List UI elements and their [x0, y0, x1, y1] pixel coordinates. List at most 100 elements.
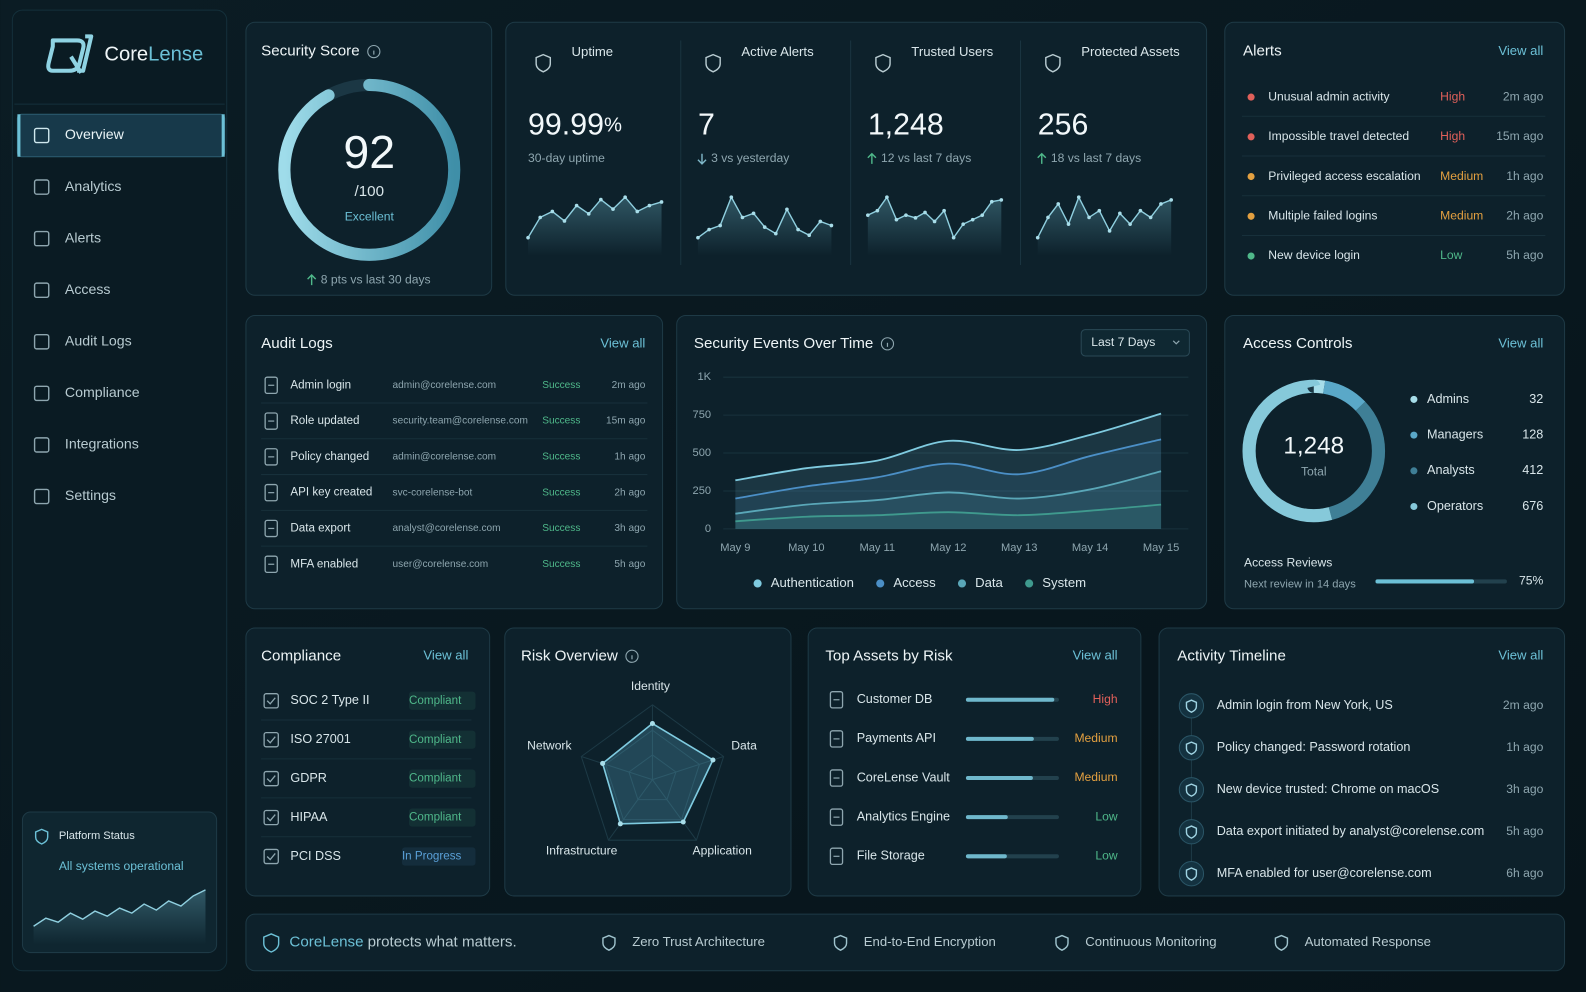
nav-icon [33, 282, 50, 299]
series-area [735, 439, 1162, 529]
sparkline-point [1066, 222, 1071, 226]
kpi-label: Protected Assets [1081, 44, 1180, 59]
alert-time: 1h ago [1506, 169, 1543, 183]
donut-segment [1242, 379, 1386, 523]
sparkline-point [894, 217, 899, 222]
series-line [735, 412, 1162, 482]
sparkline-point [751, 211, 756, 216]
audit-user: user@corelense.com [393, 559, 489, 570]
sparkline [1037, 195, 1172, 238]
activity-text: New device trusted: Chrome on macOS [1217, 782, 1439, 796]
range-selector-label[interactable]: Last 7 Days [1091, 335, 1155, 349]
nav-item[interactable]: Access [65, 281, 111, 297]
sparkline-point [773, 231, 778, 236]
radar-axis-label: Infrastructure [546, 844, 618, 858]
sparkline-point [866, 213, 870, 217]
radar-axis-label: Data [731, 738, 757, 752]
nav-item[interactable]: Audit Logs [65, 333, 132, 349]
shield-icon [1185, 783, 1198, 797]
radar-grid [604, 729, 701, 821]
info-icon [367, 44, 381, 59]
x-tick-label: May 13 [1001, 542, 1037, 554]
audit-action: API key created [290, 486, 372, 499]
status-badge [409, 769, 476, 788]
view-all-link[interactable]: View all [1073, 648, 1118, 663]
sparkline-point [818, 219, 823, 224]
card [504, 627, 792, 897]
view-all-link[interactable]: View all [1498, 335, 1543, 350]
platform-status-text: All systems operational [59, 859, 184, 873]
sparkline-point [635, 209, 640, 214]
doc-icon [264, 448, 278, 466]
legend-dot [1025, 579, 1034, 588]
logo-lense: Lense [148, 44, 203, 66]
compliance-name: PCI DSS [290, 849, 341, 863]
series-area [735, 471, 1162, 529]
nav-icon [33, 230, 50, 247]
view-all-link[interactable]: View all [600, 335, 645, 350]
alert-severity: High [1440, 89, 1465, 103]
x-tick-label: May 11 [859, 542, 895, 554]
radar-spoke [652, 779, 697, 841]
card [676, 314, 1208, 610]
activity-text: Data export initiated by analyst@corelen… [1217, 824, 1485, 838]
nav-item[interactable]: Alerts [65, 229, 101, 245]
audit-status: Success [542, 487, 580, 498]
sparkline-point [562, 219, 567, 223]
doc-icon [829, 769, 844, 787]
card [1224, 21, 1566, 296]
compliance-status: Compliant [409, 811, 462, 824]
footer-tagline: protects what matters. [368, 933, 517, 950]
view-all-link[interactable]: View all [1498, 648, 1543, 663]
alert-severity: High [1440, 129, 1465, 143]
reviews-next: Next review in 14 days [1244, 578, 1356, 590]
card-title: Audit Logs [261, 335, 333, 352]
timeline-node [1178, 861, 1205, 887]
risk-bar [965, 854, 1007, 859]
legend-dot [1410, 467, 1418, 475]
sparkline-point [875, 208, 880, 213]
status-badge [409, 808, 476, 827]
sparkline-point [740, 215, 745, 220]
asset-name: Analytics Engine [857, 810, 950, 824]
sparkline-point [1076, 195, 1081, 200]
severity-dot [1247, 173, 1255, 181]
check-icon [263, 809, 279, 826]
audit-user: analyst@corelense.com [393, 523, 501, 534]
donut-segment [1242, 379, 1386, 523]
kpi-value: 7 [698, 108, 715, 141]
nav-item[interactable]: Compliance [65, 384, 140, 400]
kpi-number: 256 [1038, 108, 1089, 141]
risk-bar [965, 697, 1055, 702]
nav-item[interactable]: Overview [65, 126, 125, 142]
series-area [735, 413, 1162, 529]
nav-item[interactable]: Analytics [65, 178, 122, 194]
y-tick-label: 0 [705, 523, 711, 535]
sparkline-point [762, 225, 767, 229]
asset-risk: Medium [1074, 770, 1117, 784]
footer-feature: End-to-End Encryption [864, 934, 996, 949]
audit-action: Policy changed [290, 450, 369, 463]
legend-dot [1410, 431, 1418, 439]
card-title: Activity Timeline [1177, 647, 1286, 664]
severity-dot [1247, 252, 1255, 260]
sparkline-point [1159, 202, 1163, 206]
sparkline-point [1097, 208, 1102, 213]
activity-time: 5h ago [1506, 824, 1543, 838]
view-all-link[interactable]: View all [423, 648, 468, 663]
alert-time: 2m ago [1503, 89, 1544, 103]
asset-name: Payments API [857, 731, 936, 745]
sparkline-point [829, 223, 834, 228]
sparkline-area [1037, 197, 1172, 256]
range-selector[interactable] [1080, 329, 1190, 357]
severity-dot [1247, 93, 1255, 101]
platform-status-title: Platform Status [59, 830, 135, 842]
nav-item[interactable]: Settings [65, 487, 116, 503]
kpi-sub: 30-day uptime [528, 151, 605, 165]
reviews-percent: 75% [1519, 574, 1543, 588]
view-all-link[interactable]: View all [1498, 43, 1543, 58]
nav-item[interactable]: Integrations [65, 436, 139, 452]
x-tick-label: May 9 [720, 542, 750, 554]
role-name: Admins [1427, 392, 1469, 406]
